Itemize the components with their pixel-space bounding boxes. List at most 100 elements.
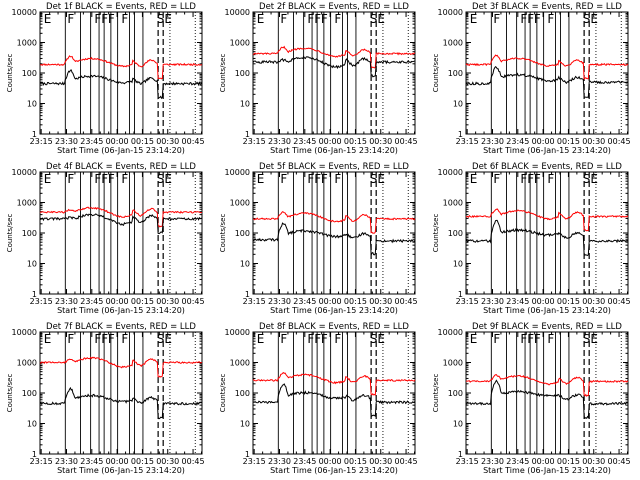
x-tick-label: 23:15 [243,297,266,306]
x-tick-label: 00:30 [369,297,392,306]
event-annotation: FF [307,332,321,346]
event-annotation: SE [583,12,598,26]
event-annotation: SE [583,332,598,346]
event-annotation: F [334,332,341,346]
y-tick-label: 100 [22,69,37,78]
y-tick-label: 10000 [12,8,37,17]
y-tick-label: 1000 [17,199,37,208]
event-annotation: E [44,172,52,186]
lld-series-line [465,374,629,397]
x-tick-label: 23:30 [55,457,78,466]
x-tick-label: 00:00 [106,297,129,306]
x-tick-label: 23:45 [80,137,103,146]
lld-series-line [252,211,416,234]
x-tick-label: 23:15 [456,137,479,146]
events-series-line [465,65,629,99]
event-annotation: FF [520,12,534,26]
plot-frame [465,331,629,455]
y-axis-title: Counts/sec [6,54,14,93]
y-tick-label: 1000 [443,39,463,48]
y-axis-title: Counts/sec [432,54,440,93]
y-tick-label: 10 [27,100,37,109]
event-annotation: F [67,332,74,346]
event-annotation: F [334,172,341,186]
event-annotation: FF [520,332,534,346]
x-axis-title: Start Time (06-Jan-15 23:14:20) [57,306,185,315]
y-tick-label: 1000 [230,199,250,208]
events-series-line [252,222,416,256]
x-tick-label: 23:45 [80,457,103,466]
x-tick-label: 23:15 [30,297,53,306]
y-tick-label: 10000 [12,168,37,177]
y-tick-label: 100 [448,389,463,398]
events-series-line [252,55,416,78]
x-tick-label: 00:15 [557,137,580,146]
event-annotation: F [493,332,500,346]
x-tick-label: 00:00 [532,457,555,466]
event-annotation: SE [157,332,172,346]
event-annotation: F [493,172,500,186]
event-annotation: F [547,12,554,26]
event-annotation: SE [370,332,385,346]
y-tick-label: 10 [453,100,463,109]
lld-series-line [252,45,416,69]
x-tick-label: 00:30 [582,457,605,466]
event-annotation: E [257,172,265,186]
x-tick-label: 00:45 [608,457,631,466]
x-tick-label: 00:45 [608,297,631,306]
lld-series-line [252,371,416,396]
event-annotation: F [108,12,115,26]
x-tick-label: 00:45 [608,137,631,146]
x-tick-label: 00:45 [395,457,418,466]
x-tick-label: 00:15 [557,457,580,466]
y-tick-label: 1 [245,130,250,139]
x-tick-label: 23:45 [293,297,316,306]
x-tick-label: 00:00 [532,297,555,306]
event-annotation: F [534,172,541,186]
x-tick-label: 23:30 [481,457,504,466]
event-annotation: F [121,12,128,26]
plot-title: Det 3f BLACK = Events, RED = LLD [472,2,622,12]
plot-frame [39,171,203,295]
x-tick-label: 23:45 [293,457,316,466]
plot-frame [39,11,203,135]
x-tick-label: 00:30 [582,297,605,306]
x-axis-title: Start Time (06-Jan-15 23:14:20) [483,466,611,475]
y-axis-title: Counts/sec [219,54,227,93]
x-tick-label: 23:15 [243,137,266,146]
plot-frame [252,331,416,455]
x-tick-label: 00:00 [319,297,342,306]
x-tick-label: 23:15 [243,457,266,466]
lld-series-line [39,206,203,228]
x-tick-label: 23:30 [55,137,78,146]
y-tick-label: 100 [448,69,463,78]
y-tick-label: 10 [240,100,250,109]
x-tick-label: 23:30 [481,137,504,146]
plot-title: Det 8f BLACK = Events, RED = LLD [259,322,409,332]
event-annotation: SE [583,172,598,186]
x-tick-label: 00:15 [131,297,154,306]
x-tick-label: 23:30 [481,297,504,306]
event-annotation: F [280,12,287,26]
x-tick-label: 00:30 [156,137,179,146]
plot-title: Det 6f BLACK = Events, RED = LLD [472,162,622,172]
x-tick-label: 00:00 [106,457,129,466]
event-annotation: E [44,332,52,346]
panel-det4: Det 4f BLACK = Events, RED = LLD 1 10 100 10… [6,162,205,315]
x-axis-title: Start Time (06-Jan-15 23:14:20) [483,306,611,315]
y-tick-label: 10 [27,260,37,269]
panel-det2: Det 2f BLACK = Events, RED = LLD 1 10 100 10… [219,2,418,155]
event-annotation: F [67,12,74,26]
x-axis-title: Start Time (06-Jan-15 23:14:20) [483,146,611,155]
event-annotation: FF [520,172,534,186]
lld-series-line [40,55,203,80]
event-annotation: F [547,172,554,186]
x-tick-label: 23:30 [268,137,291,146]
x-tick-label: 00:15 [557,297,580,306]
panel-det9: Det 9f BLACK = Events, RED = LLD 1 10 100 10… [432,322,631,475]
event-annotation: F [493,12,500,26]
y-tick-label: 10 [453,420,463,429]
y-tick-label: 10 [453,260,463,269]
x-tick-label: 23:15 [456,297,479,306]
event-annotation: FF [307,172,321,186]
